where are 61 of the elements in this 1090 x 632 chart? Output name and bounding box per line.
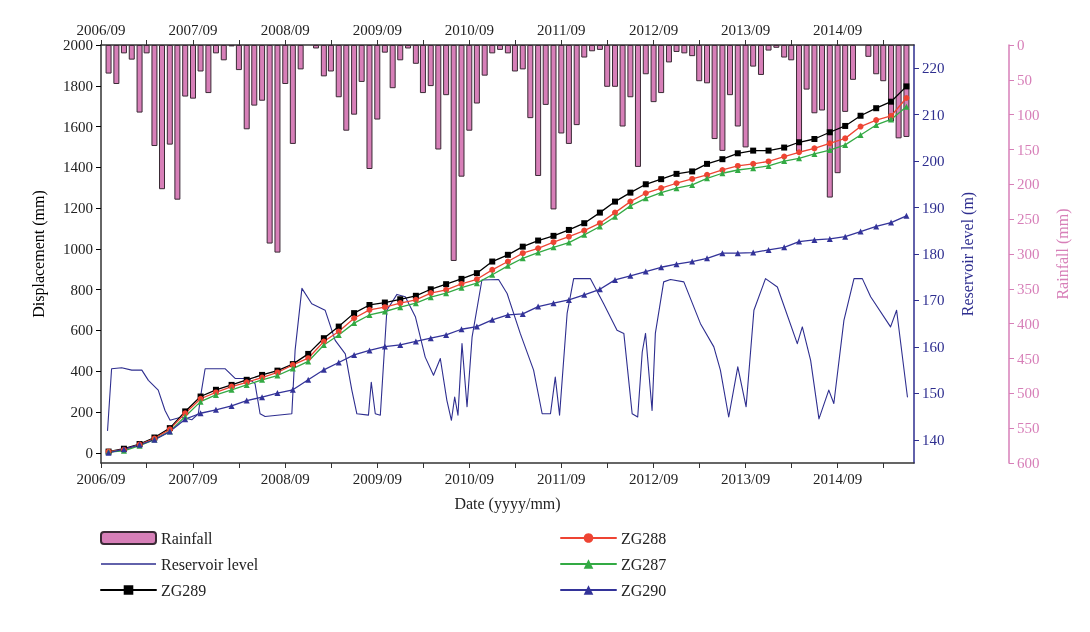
- x2-tick-label: 2013/09: [721, 21, 771, 38]
- legend-label: Rainfall: [161, 529, 214, 547]
- legend-label: ZG287: [621, 555, 667, 573]
- y-tick-label: 800: [70, 281, 93, 298]
- y3-tick-label: 300: [1017, 246, 1040, 262]
- y3-tick-label: 400: [1017, 315, 1040, 332]
- y3-tick-label: 0: [1017, 37, 1025, 53]
- y3-axis-title: Rainfall (mm): [1053, 208, 1072, 300]
- y-tick-label: 1000: [63, 240, 93, 257]
- y3-tick-label: 50: [1017, 71, 1032, 88]
- y3-tick-label: 350: [1017, 280, 1040, 297]
- x2-tick-label: 2009/09: [352, 21, 402, 38]
- y2-tick-label: 180: [922, 246, 945, 262]
- y-tick-label: 400: [70, 363, 93, 380]
- x-tick-label: 2008/09: [260, 470, 310, 487]
- legend-label: ZG288: [621, 529, 667, 547]
- y2-tick-label: 210: [922, 106, 945, 123]
- x-axis-title: Date (yyyy/mm): [454, 494, 561, 513]
- y2-tick-label: 170: [922, 292, 945, 309]
- y3-tick-label: 450: [1017, 350, 1040, 367]
- y2-axis-title: Reservoir level (m): [958, 191, 977, 317]
- x2-tick-label: 2007/09: [168, 21, 218, 38]
- x-tick-label: 2012/09: [629, 470, 679, 487]
- y-tick-label: 1400: [63, 159, 93, 176]
- legend-label: ZG290: [621, 581, 667, 599]
- y3-tick-label: 150: [1017, 141, 1040, 158]
- y-tick-label: 1200: [63, 200, 93, 217]
- y2-tick-label: 220: [922, 60, 945, 77]
- x2-tick-label: 2014/09: [813, 21, 863, 38]
- y3-tick-label: 600: [1017, 455, 1040, 471]
- x2-tick-label: 2011/09: [537, 21, 586, 38]
- y-tick-label: 2000: [63, 37, 93, 53]
- x-tick-label: 2006/09: [76, 470, 126, 487]
- x-tick-label: 2007/09: [168, 470, 218, 487]
- x-tick-label: 2010/09: [444, 470, 494, 487]
- x2-tick-label: 2012/09: [629, 21, 679, 38]
- y2-tick-label: 140: [922, 431, 945, 448]
- x2-tick-label: 2010/09: [444, 21, 494, 38]
- y-tick-label: 0: [85, 444, 93, 461]
- y3-tick-label: 100: [1017, 106, 1040, 123]
- y-tick-label: 1600: [63, 118, 93, 135]
- x-tick-label: 2011/09: [537, 470, 586, 487]
- y3-tick-label: 550: [1017, 420, 1040, 437]
- x-tick-label: 2014/09: [813, 470, 863, 487]
- x2-tick-label: 2008/09: [260, 21, 310, 38]
- y-tick-label: 600: [70, 322, 93, 339]
- y3-tick-label: 500: [1017, 385, 1040, 402]
- x2-tick-label: 2006/09: [76, 21, 126, 38]
- x-tick-label: 2013/09: [721, 470, 771, 487]
- y3-tick-label: 200: [1017, 176, 1040, 193]
- y2-tick-label: 200: [922, 153, 945, 170]
- y2-tick-label: 190: [922, 199, 945, 216]
- y2-tick-label: 160: [922, 338, 945, 355]
- legend-label: Reservoir level: [161, 555, 259, 573]
- legend-label: ZG289: [161, 581, 207, 599]
- y-axis-title: Displacement (mm): [29, 190, 48, 318]
- y-tick-label: 200: [70, 404, 93, 421]
- y2-tick-label: 150: [922, 385, 945, 402]
- y-tick-label: 1800: [63, 77, 93, 94]
- y3-tick-label: 250: [1017, 211, 1040, 228]
- x-tick-label: 2009/09: [352, 470, 402, 487]
